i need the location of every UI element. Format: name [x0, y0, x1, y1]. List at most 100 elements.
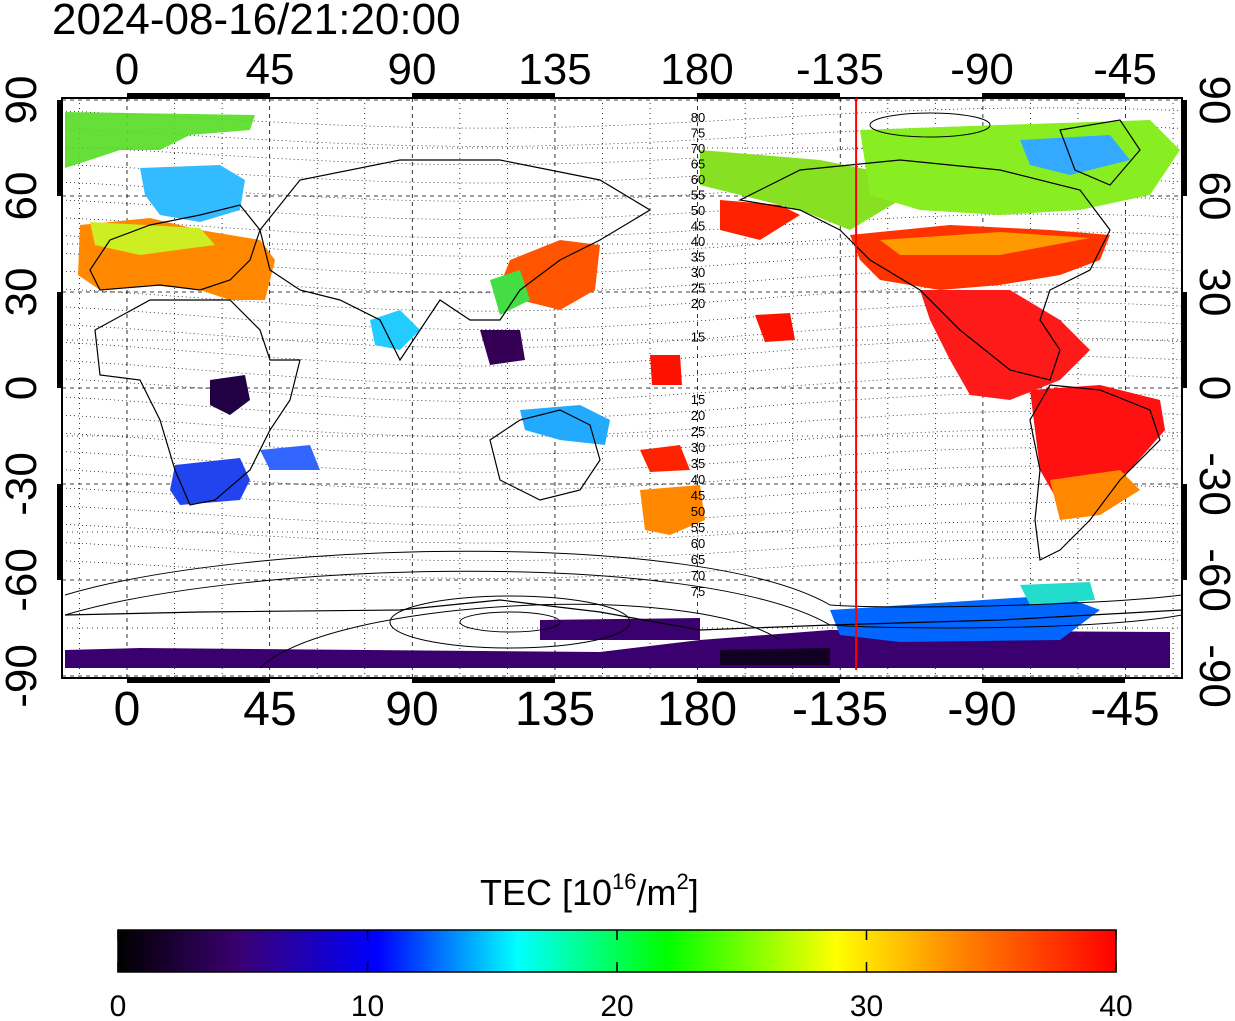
- bottom-tick-label: 0: [114, 683, 141, 736]
- tec-patch-mexico: [920, 290, 1090, 400]
- top-tick-label: 90: [388, 45, 437, 94]
- magnetic-latitude-line: [62, 392, 1182, 420]
- tec-patch-nz: [640, 485, 705, 535]
- magnetic-latitude-line: [62, 160, 1182, 184]
- left-tick-label: 60: [0, 172, 46, 221]
- contour-label-south: 15: [691, 392, 705, 407]
- contour-north-pole: [869, 112, 991, 138]
- coast-africa: [94, 299, 301, 506]
- contour-label-south: 75: [691, 584, 705, 599]
- tec-patch-antarctic-mid: [540, 618, 700, 640]
- map-plot-area: [62, 98, 1182, 678]
- timestamp-title: 2024-08-16/21:20:00: [52, 0, 461, 44]
- frame-tick-bars: [57, 93, 1187, 683]
- coast-australia: [489, 409, 601, 501]
- left-tick-label: -30: [0, 452, 46, 516]
- bottom-longitude-ticks: 0 45 90 135 180 -135 -90 -45: [114, 683, 1160, 736]
- magnetic-latitude-line: [62, 465, 1182, 491]
- colorbar-tick-label: 20: [600, 990, 633, 1021]
- colorbar-title-mid: /m: [637, 872, 677, 913]
- left-tick-label: 0: [0, 376, 46, 400]
- contour-value-labels: 8075706560555045403530252015152025303540…: [691, 110, 705, 599]
- tec-patch-antarctic-dark: [720, 648, 830, 665]
- magnetic-latitude-line: [62, 337, 1182, 367]
- contour-south-4: [64, 570, 1182, 629]
- contour-label-south: 55: [691, 520, 705, 535]
- right-tick-label: -90: [1190, 644, 1235, 708]
- colorbar-tick-label: 10: [351, 990, 384, 1021]
- contour-label-south: 35: [691, 456, 705, 471]
- contour-south-5: [64, 550, 1182, 608]
- bottom-tick-label: 135: [515, 683, 595, 736]
- magnetic-latitude-line: [62, 178, 1182, 202]
- contour-label-north: 65: [691, 157, 705, 172]
- contour-label-north: 75: [691, 126, 705, 141]
- contour-label-south: 45: [691, 488, 705, 503]
- contour-south-3: [259, 603, 781, 669]
- magnetic-latitude-line: [62, 284, 1182, 312]
- magnetic-latitude-line: [62, 249, 1182, 275]
- colorbar: TEC [1016/m2] 0 10 20 30 40: [110, 869, 1133, 1021]
- top-tick-label: -45: [1093, 45, 1157, 94]
- right-tick-label: 0: [1190, 376, 1235, 400]
- tec-patch-north-pacific: [720, 200, 800, 240]
- contour-label-south: 50: [691, 504, 705, 519]
- magnetic-latitude-line: [62, 502, 1182, 526]
- right-tick-label: 90: [1190, 76, 1235, 125]
- contour-south-pole-inner: [459, 611, 561, 633]
- top-longitude-ticks: 0 45 90 135 180 -135 -90 -45: [115, 45, 1157, 94]
- tec-data-layer: [65, 112, 1180, 668]
- contour-label-north: 25: [691, 281, 705, 296]
- right-tick-label: -60: [1190, 548, 1235, 612]
- contour-label-north: 80: [691, 110, 705, 125]
- coast-north-america: [738, 159, 1111, 381]
- colorbar-tick-label: 40: [1099, 990, 1132, 1021]
- magnetic-latitude-line: [62, 355, 1182, 385]
- magnetic-latitude-line: [62, 142, 1182, 166]
- magnetic-contours: [64, 112, 1182, 669]
- magnetic-latitude-line: [62, 231, 1182, 257]
- left-latitude-ticks: 90 60 30 0 -30 -60 -90: [0, 76, 46, 708]
- left-tick-label: 30: [0, 268, 46, 317]
- left-tick-label: 90: [0, 76, 46, 125]
- colorbar-tick-label: 30: [850, 990, 883, 1021]
- left-tick-label: -60: [0, 548, 46, 612]
- bottom-tick-label: 90: [385, 683, 438, 736]
- magnetic-latitude-line: [62, 125, 1182, 147]
- contour-label-south: 20: [691, 408, 705, 423]
- contour-label-south: 40: [691, 472, 705, 487]
- contour-label-north: 40: [691, 234, 705, 249]
- bottom-tick-label: 45: [243, 683, 296, 736]
- contour-label-north: 15: [691, 330, 705, 345]
- coast-asia: [259, 159, 652, 362]
- contour-label-north: 30: [691, 265, 705, 280]
- colorbar-tick-label: 0: [110, 990, 127, 1021]
- tec-patch-pacific-1: [755, 313, 795, 342]
- tec-patch-antarctic-cyan: [1020, 582, 1095, 605]
- tec-patch-china-green: [490, 270, 530, 315]
- coast-antarctica: [64, 599, 1182, 631]
- tec-patch-australia: [520, 405, 610, 445]
- tec-patch-philippines: [480, 330, 525, 365]
- graticule: [62, 98, 1182, 678]
- contour-label-north: 20: [691, 296, 705, 311]
- tec-patch-pacific-2: [650, 355, 682, 385]
- tec-patch-scandinavia: [140, 165, 245, 222]
- magnetic-latitude-line: [62, 266, 1182, 294]
- right-tick-label: 30: [1190, 268, 1235, 317]
- tec-patch-south-africa: [170, 458, 250, 505]
- tec-patch-canada-blue: [1020, 135, 1130, 175]
- tec-patch-antarctic-west: [65, 640, 700, 668]
- left-tick-label: -90: [0, 644, 46, 708]
- magnetic-latitude-line: [62, 410, 1182, 438]
- tec-patch-europe-north: [90, 222, 215, 255]
- right-latitude-ticks: 90 60 30 0 -30 -60 -90: [1190, 76, 1235, 708]
- top-tick-label: 0: [115, 45, 139, 94]
- tec-patch-alaska: [700, 150, 900, 230]
- tec-patch-tasman: [640, 445, 690, 472]
- contour-label-north: 55: [691, 188, 705, 203]
- top-tick-label: -135: [796, 45, 884, 94]
- contour-label-north: 70: [691, 141, 705, 156]
- magnetic-latitude-line: [62, 196, 1182, 220]
